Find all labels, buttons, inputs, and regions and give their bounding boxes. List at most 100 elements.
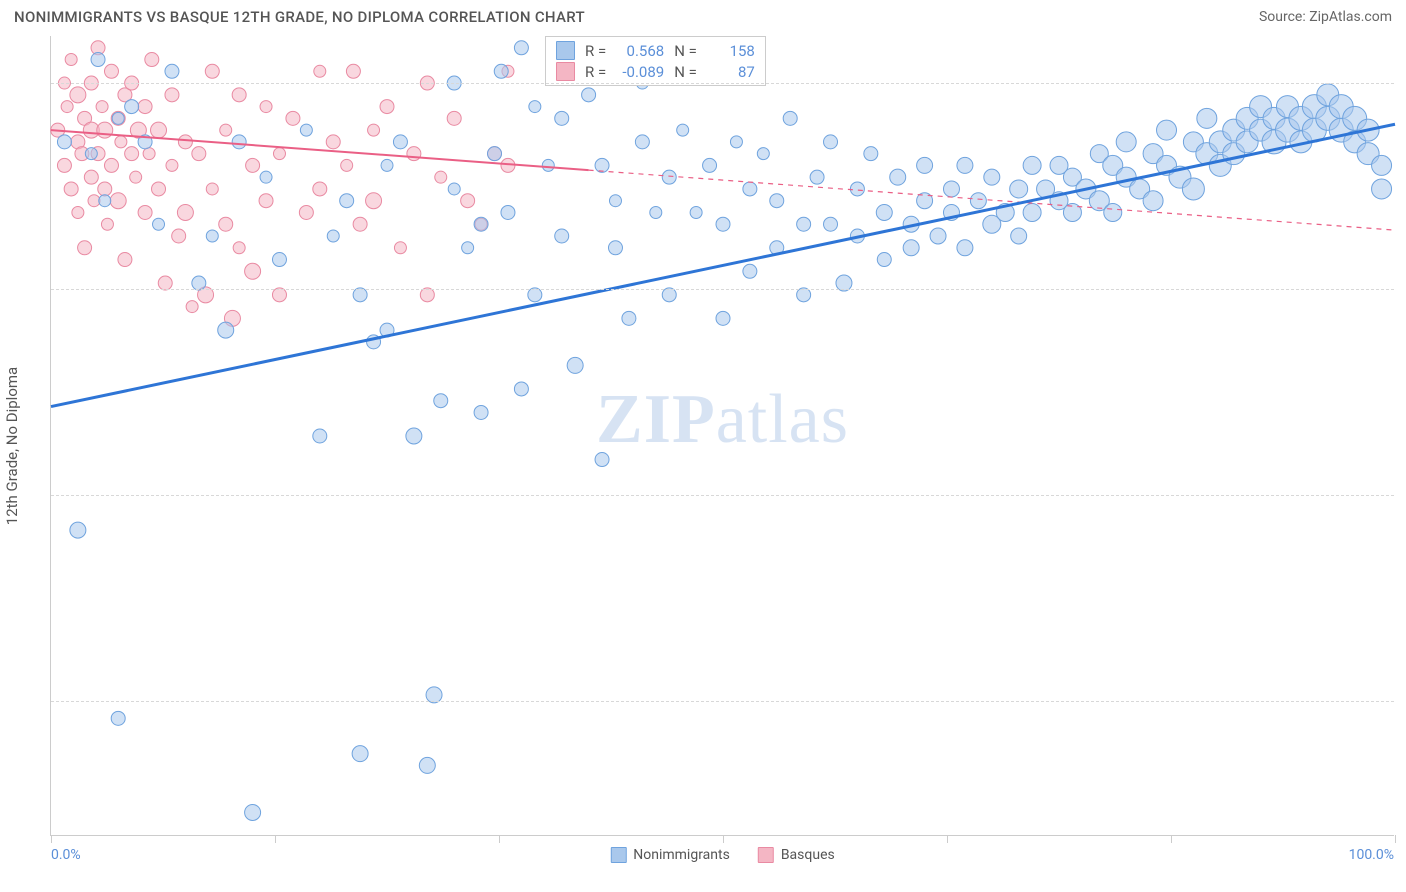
scatter-point [650,206,662,218]
scatter-point [64,182,78,196]
scatter-point [115,136,127,148]
scatter-point [783,111,797,125]
scatter-point [192,147,206,161]
scatter-point [393,135,407,149]
scatter-point [138,205,152,219]
scatter-point [514,382,528,396]
scatter-point [957,157,973,173]
scatter-point [110,193,126,209]
n-label: N = [674,63,697,81]
scatter-point [152,182,166,196]
r-label: R = [585,42,606,60]
scatter-point [488,147,502,161]
scatter-point [824,217,838,231]
r-value: 0.568 [616,42,664,60]
scatter-point [529,101,541,113]
scatter-point [98,182,112,196]
scatter-point [88,195,100,207]
legend-item-nonimmigrants: Nonimmigrants [610,847,730,863]
scatter-point [260,171,272,183]
scatter-point [166,159,178,171]
scatter-point [366,193,382,209]
scatter-point [1023,203,1041,221]
x-tick [723,835,724,843]
scatter-point [567,357,583,373]
scatter-point [84,170,98,184]
gridline [51,701,1394,702]
scatter-point [380,100,394,114]
scatter-point [1104,203,1122,221]
stats-legend-box: R = 0.568 N = 158 R = -0.089 N = 87 [545,36,766,86]
swatch-nonimmigrants [556,41,575,60]
source-value: ZipAtlas.com [1309,9,1392,25]
scatter-point [970,193,986,209]
source-label: Source: [1259,9,1309,25]
scatter-point [352,746,368,762]
x-tick [275,835,276,843]
scatter-point [850,182,864,196]
scatter-point [877,253,891,267]
scatter-point [91,53,105,67]
x-tick [51,835,52,843]
scatter-point [153,218,165,230]
scatter-point [501,205,515,219]
scatter-point [730,136,742,148]
scatter-point [555,111,569,125]
scatter-point [555,229,569,243]
scatter-point [260,101,272,113]
scatter-point [70,522,86,538]
scatter-point [125,147,139,161]
scatter-point [286,111,300,125]
scatter-point [1157,120,1177,140]
scatter-point [635,135,649,149]
stats-row-basques: R = -0.089 N = 87 [556,61,755,82]
scatter-point [1182,178,1204,200]
scatter-point [984,169,1000,185]
scatter-point [1010,180,1028,198]
scatter-point [65,54,77,66]
scatter-point [609,195,621,207]
scatter-point [677,124,689,136]
x-tick [947,835,948,843]
scatter-point [314,65,326,77]
scatter-point [246,158,260,172]
scatter-point [917,157,933,173]
n-label: N = [674,42,697,60]
scatter-point [474,405,488,419]
scatter-point [112,112,124,124]
scatter-point [810,170,824,184]
scatter-point [259,194,273,208]
scatter-point [943,181,959,197]
scatter-point [622,311,636,325]
scatter-point [824,135,838,149]
swatch-basques [556,62,575,81]
scatter-point [138,100,152,114]
scatter-point [864,147,878,161]
scatter-point [72,206,84,218]
scatter-point [716,311,730,325]
x-axis-min-label: 0.0% [51,847,81,863]
scatter-point [96,101,108,113]
n-value: 158 [707,42,755,60]
scatter-point [327,230,339,242]
scatter-point [145,53,159,67]
chart-header: NONIMMIGRANTS VS BASQUE 12TH GRADE, NO D… [0,0,1406,32]
scatter-point [172,229,186,243]
scatter-point [434,394,448,408]
scatter-point [770,194,784,208]
scatter-point [662,170,676,184]
scatter-point [514,41,528,55]
scatter-point [78,241,92,255]
scatter-svg [51,36,1394,835]
scatter-point [232,88,246,102]
swatch-basques [758,847,774,863]
scatter-point [407,147,421,161]
scatter-point [151,122,167,138]
scatter-point [595,158,609,172]
scatter-point [474,217,488,231]
legend-label: Nonimmigrants [633,847,730,863]
r-value: -0.089 [616,63,664,81]
scatter-point [326,135,340,149]
scatter-point [381,159,393,171]
scatter-point [165,88,179,102]
